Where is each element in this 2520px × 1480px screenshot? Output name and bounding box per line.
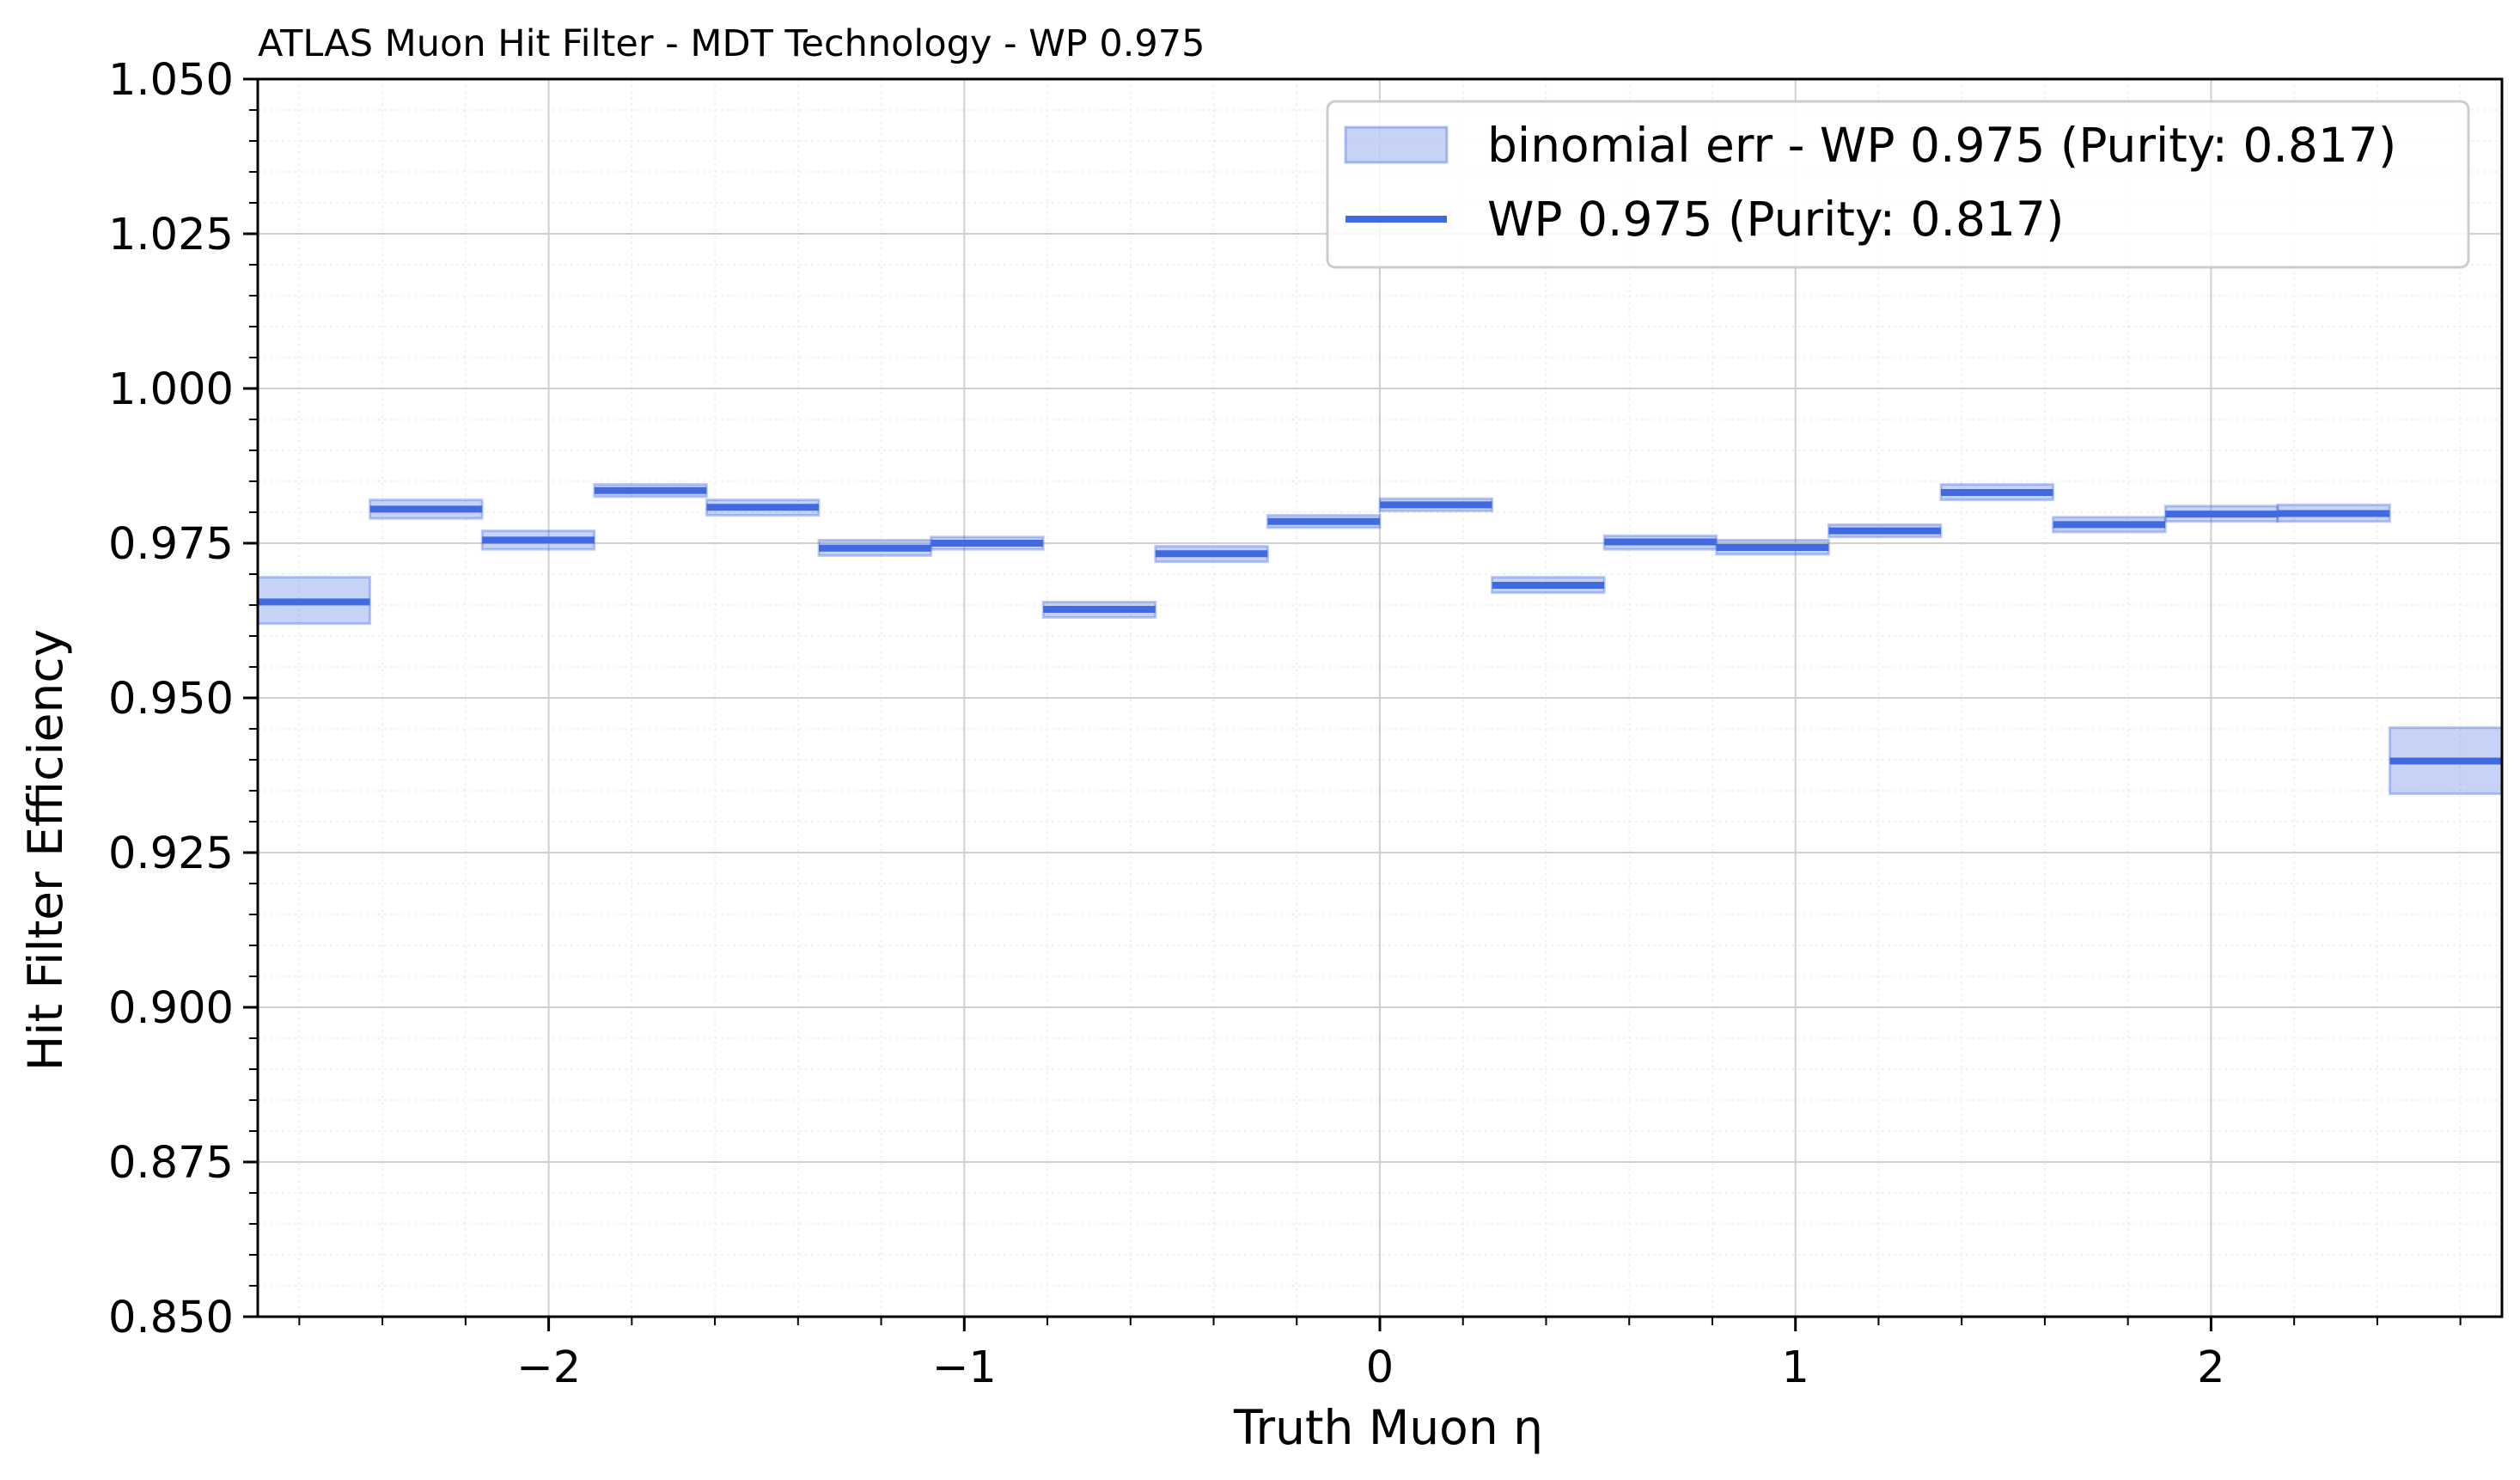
- y-tick-label: 0.875: [108, 1138, 234, 1189]
- x-axis-label: Truth Muon η: [1233, 1400, 1543, 1455]
- axis-ticks: [243, 77, 2462, 1331]
- tick-labels: −2 −1 0 1 2 0.850 0.875 0.900 0.925 0.950 0.975 1.0…: [108, 55, 2225, 1393]
- y-tick-label: 0.925: [108, 829, 234, 879]
- minor-grid: [258, 79, 2502, 1317]
- y-tick-label: 1.050: [108, 55, 234, 106]
- x-tick-label: −2: [516, 1342, 581, 1393]
- legend-band-swatch: [1344, 125, 1449, 164]
- y-tick-label: 1.000: [108, 364, 234, 415]
- legend-line-label: WP 0.975 (Purity: 0.817): [1487, 192, 2064, 247]
- y-tick-label: 0.975: [108, 519, 234, 570]
- x-tick-label: 2: [2197, 1342, 2224, 1393]
- x-tick-label: 1: [1781, 1342, 1809, 1393]
- y-tick-label: 0.950: [108, 674, 234, 725]
- y-tick-label: 0.850: [108, 1293, 234, 1343]
- y-axis-label: Hit Filter Efficiency: [18, 629, 73, 1071]
- y-tick-label: 1.025: [108, 210, 234, 260]
- y-tick-label: 0.900: [108, 983, 234, 1034]
- x-tick-label: 0: [1366, 1342, 1394, 1393]
- efficiency-lines: [258, 486, 2502, 765]
- legend-box: [1326, 100, 2470, 269]
- legend: binomial err - WP 0.975 (Purity: 0.817) …: [1326, 100, 2470, 269]
- legend-band-label: binomial err - WP 0.975 (Purity: 0.817): [1487, 118, 2396, 173]
- x-tick-label: −1: [932, 1342, 997, 1393]
- chart-title: ATLAS Muon Hit Filter - MDT Technology -…: [258, 22, 1205, 65]
